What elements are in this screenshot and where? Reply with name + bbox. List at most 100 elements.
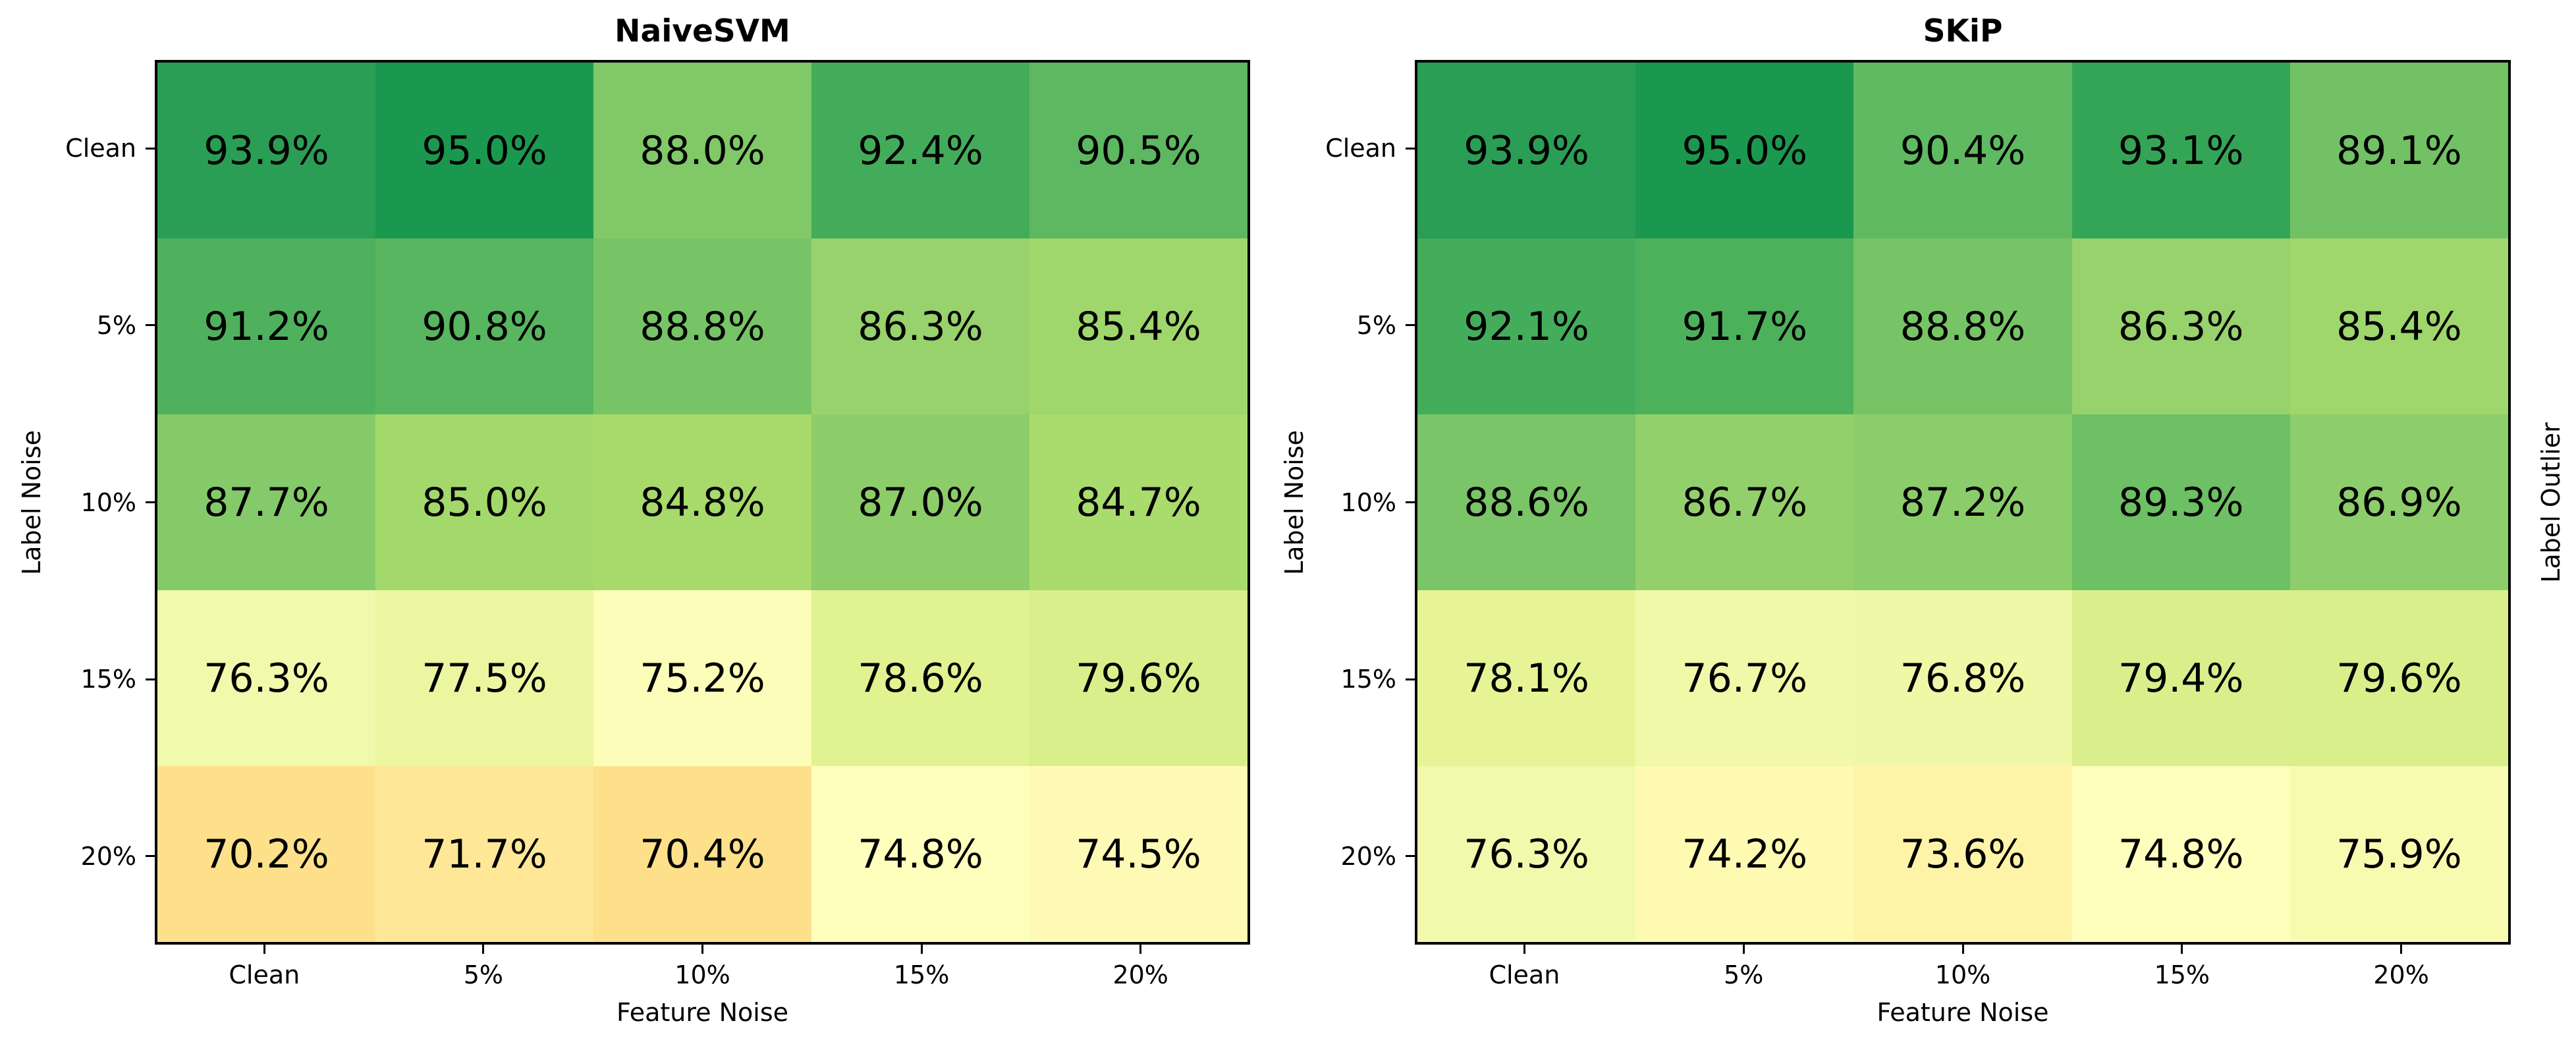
- heatmap-cell: 87.7%: [157, 414, 375, 590]
- y-tick-label: 10%: [1340, 487, 1396, 517]
- heatmap-cell: 79.6%: [2289, 590, 2508, 766]
- heatmap-cell: 85.4%: [2289, 238, 2508, 414]
- x-axis-label: Feature Noise: [616, 998, 789, 1027]
- y-tick-label: 10%: [80, 487, 136, 517]
- x-tick-label: 20%: [1112, 960, 1168, 989]
- heatmap-cell: 78.6%: [811, 590, 1029, 766]
- heatmap-cell: 88.8%: [593, 238, 811, 414]
- tick-mark: [1406, 501, 1415, 503]
- heatmap-cell: 79.6%: [1029, 590, 1247, 766]
- heatmap-cell: 75.9%: [2289, 766, 2508, 942]
- heatmap-cell: 74.2%: [1635, 766, 1854, 942]
- x-tick-label: 10%: [674, 960, 730, 989]
- heatmap-grid-naivesvm: 93.9% 95.0% 88.0% 92.4% 90.5% 91.2% 90.8% 88.8%…: [155, 60, 1250, 945]
- x-tick-label: 5%: [463, 960, 504, 989]
- heatmap-cell: 86.9%: [2289, 414, 2508, 590]
- heatmap-cell: 89.1%: [2289, 63, 2508, 238]
- heatmap-cell: 87.0%: [811, 414, 1029, 590]
- y-tick-label: 20%: [1340, 841, 1396, 871]
- tick-mark: [482, 945, 485, 954]
- tick-mark: [920, 945, 923, 954]
- y-tick-label: 20%: [80, 841, 136, 871]
- heatmap-cell: 85.0%: [375, 414, 593, 590]
- y-tick-label: 5%: [96, 310, 136, 340]
- heatmap-cell: 84.8%: [593, 414, 811, 590]
- y-axis-label: Label Noise: [1280, 429, 1309, 576]
- y-axis-skip: Clean 5% 10% 15% 20%: [1251, 60, 1415, 945]
- heatmap-cell: 95.0%: [1635, 63, 1854, 238]
- heatmap-cell: 91.2%: [157, 238, 375, 414]
- y-tick-label: 5%: [1356, 310, 1396, 340]
- heatmap-cell: 77.5%: [375, 590, 593, 766]
- heatmap-cell: 88.6%: [1417, 414, 1636, 590]
- secondary-y-axis-label: Label Outlier: [2536, 422, 2565, 583]
- tick-mark: [146, 678, 155, 680]
- tick-mark: [1139, 945, 1142, 954]
- heatmap-cell: 90.4%: [1853, 63, 2072, 238]
- y-axis-naivesvm: Clean 5% 10% 15% 20%: [0, 60, 155, 945]
- heatmap-cell: 88.0%: [593, 63, 811, 238]
- heatmap-cell: 88.8%: [1853, 238, 2072, 414]
- heatmap-cell: 87.2%: [1853, 414, 2072, 590]
- heatmap-cell: 70.2%: [157, 766, 375, 942]
- tick-mark: [1961, 945, 1964, 954]
- heatmap-cell: 95.0%: [375, 63, 593, 238]
- heatmap-cell: 85.4%: [1029, 238, 1247, 414]
- panel-title: SKiP: [1923, 13, 2003, 49]
- heatmap-cell: 73.6%: [1853, 766, 2072, 942]
- heatmap-cell: 74.8%: [811, 766, 1029, 942]
- tick-mark: [146, 324, 155, 327]
- tick-mark: [1406, 324, 1415, 327]
- heatmap-cell: 93.9%: [157, 63, 375, 238]
- heatmap-cell: 90.8%: [375, 238, 593, 414]
- tick-mark: [2400, 945, 2403, 954]
- heatmap-cell: 92.4%: [811, 63, 1029, 238]
- x-tick-label: Clean: [1489, 960, 1560, 989]
- y-tick-label: 15%: [80, 665, 136, 694]
- heatmap-cell: 86.3%: [2071, 238, 2290, 414]
- tick-mark: [701, 945, 703, 954]
- tick-mark: [1523, 945, 1525, 954]
- heatmap-panel-naivesvm: NaiveSVM: [155, 0, 1250, 1050]
- tick-mark: [1406, 855, 1415, 858]
- heatmap-cell: 84.7%: [1029, 414, 1247, 590]
- heatmap-grid-skip: 93.9% 95.0% 90.4% 93.1% 89.1% 92.1% 91.7% 88.8%…: [1415, 60, 2511, 945]
- heatmap-cell: 71.7%: [375, 766, 593, 942]
- y-axis-label: Label Noise: [17, 429, 46, 576]
- tick-mark: [1406, 147, 1415, 150]
- heatmap-cell: 92.1%: [1417, 238, 1636, 414]
- heatmap-cell: 79.4%: [2071, 590, 2290, 766]
- heatmap-cell: 70.4%: [593, 766, 811, 942]
- tick-mark: [146, 855, 155, 858]
- heatmap-cell: 93.1%: [2071, 63, 2290, 238]
- heatmap-cell: 76.8%: [1853, 590, 2072, 766]
- x-axis-label: Feature Noise: [1877, 998, 2049, 1027]
- heatmap-cell: 91.7%: [1635, 238, 1854, 414]
- heatmap-panel-skip: SKiP: [1415, 0, 2511, 1050]
- tick-mark: [2181, 945, 2183, 954]
- heatmap-cell: 89.3%: [2071, 414, 2290, 590]
- x-tick-label: 10%: [1934, 960, 1991, 989]
- x-tick-label: 5%: [1724, 960, 1764, 989]
- heatmap-cell: 75.2%: [593, 590, 811, 766]
- y-tick-label: Clean: [1325, 134, 1396, 163]
- x-tick-label: Clean: [229, 960, 300, 989]
- heatmap-cell: 76.7%: [1635, 590, 1854, 766]
- heatmap-cell: 93.9%: [1417, 63, 1636, 238]
- heatmap-cell: 74.8%: [2071, 766, 2290, 942]
- heatmap-cell: 86.3%: [811, 238, 1029, 414]
- y-tick-label: 15%: [1340, 665, 1396, 694]
- y-tick-label: Clean: [65, 134, 136, 163]
- x-tick-label: 15%: [2154, 960, 2210, 989]
- tick-mark: [1406, 678, 1415, 680]
- tick-mark: [146, 147, 155, 150]
- panel-title: NaiveSVM: [615, 13, 790, 49]
- tick-mark: [263, 945, 265, 954]
- tick-mark: [146, 501, 155, 503]
- tick-mark: [1742, 945, 1745, 954]
- heatmap-cell: 76.3%: [1417, 766, 1636, 942]
- heatmap-cell: 78.1%: [1417, 590, 1636, 766]
- heatmap-cell: 86.7%: [1635, 414, 1854, 590]
- heatmap-cell: 74.5%: [1029, 766, 1247, 942]
- heatmap-cell: 90.5%: [1029, 63, 1247, 238]
